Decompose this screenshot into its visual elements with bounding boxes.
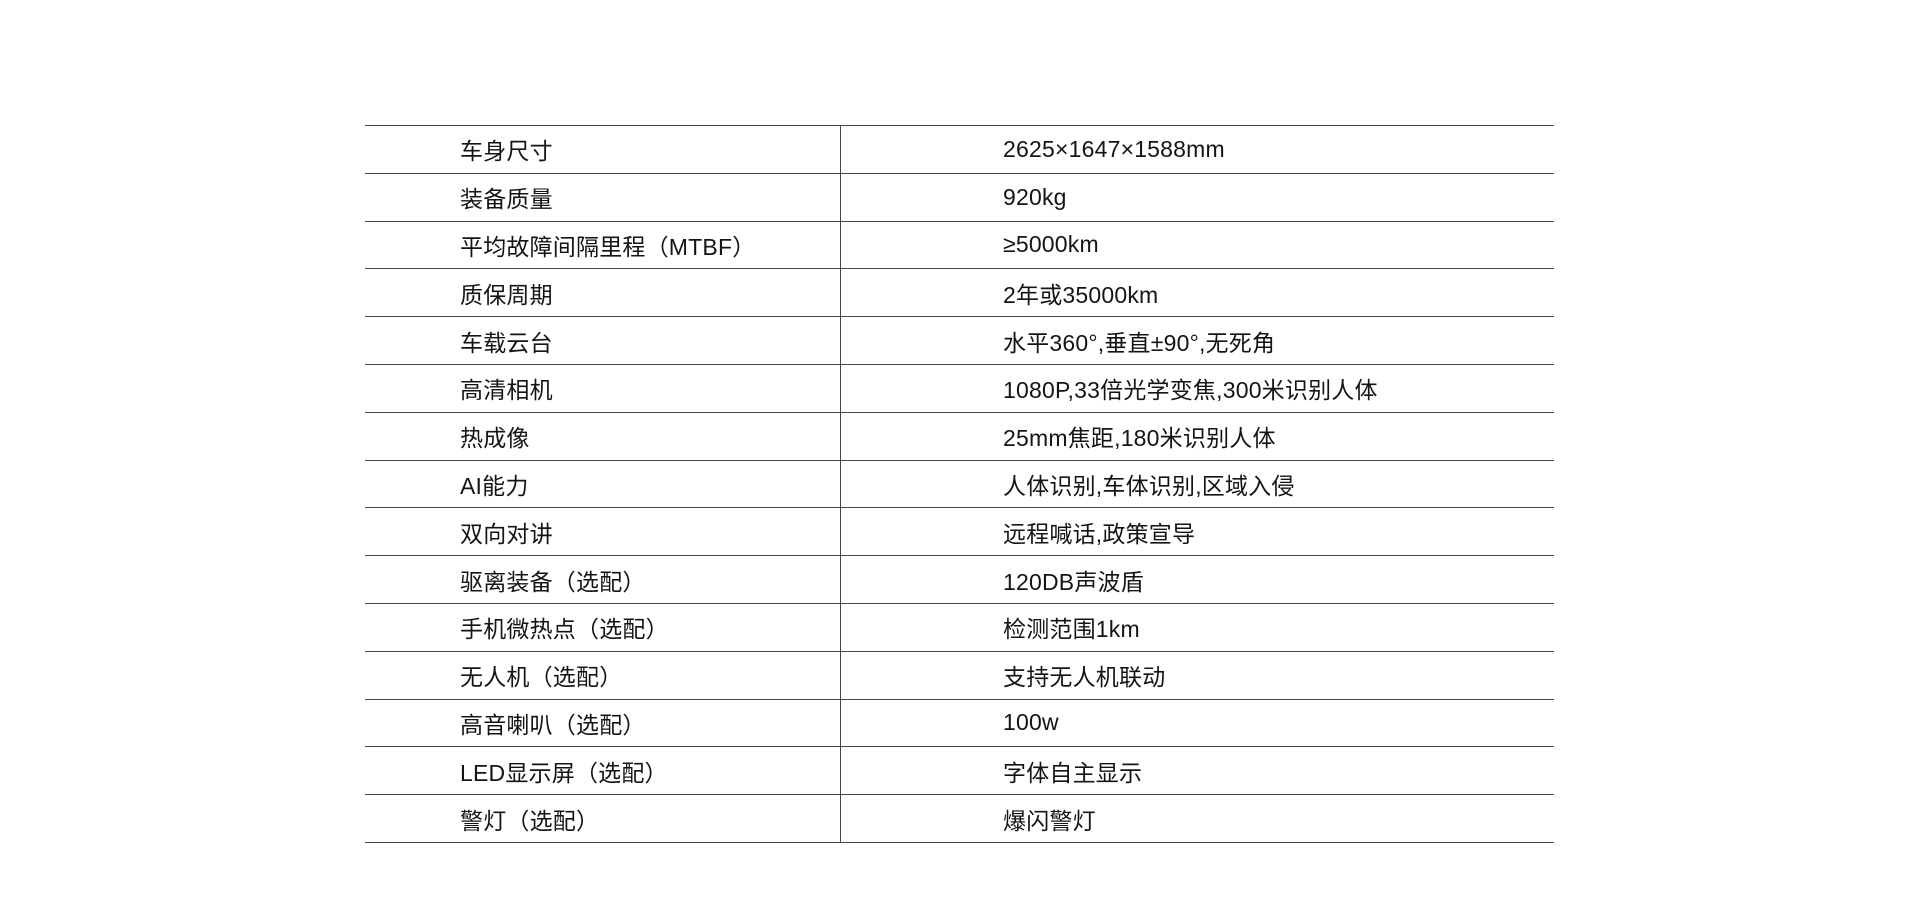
spec-label: 无人机（选配） — [365, 651, 841, 699]
spec-row: 高音喇叭（选配） 100w — [365, 699, 1554, 748]
spec-label: 车载云台 — [365, 317, 841, 364]
spec-label: 热成像 — [365, 412, 841, 460]
spec-value: 远程喊话,政策宣导 — [1003, 520, 1196, 547]
spec-label: 警灯（选配） — [365, 795, 841, 842]
spec-value: 920kg — [1003, 183, 1067, 210]
spec-row: 平均故障间隔里程（MTBF） ≥5000km — [365, 221, 1554, 270]
spec-label: 装备质量 — [365, 173, 841, 221]
spec-label: 高清相机 — [365, 364, 841, 412]
spec-value: 2625×1647×1588mm — [1003, 135, 1225, 162]
spec-row: 警灯（选配） 爆闪警灯 — [365, 795, 1554, 843]
spec-value: 人体识别,车体识别,区域入侵 — [1003, 472, 1295, 499]
spec-table: 车身尺寸 2625×1647×1588mm 装备质量 920kg 平均故障间隔里… — [365, 125, 1554, 843]
spec-label: 驱离装备（选配） — [365, 556, 841, 603]
spec-row: 驱离装备（选配） 120DB声波盾 — [365, 556, 1554, 604]
spec-label: AI能力 — [365, 460, 841, 508]
spec-label: 平均故障间隔里程（MTBF） — [365, 221, 841, 269]
spec-row: 质保周期 2年或35000km — [365, 269, 1554, 318]
spec-value: 爆闪警灯 — [1003, 807, 1096, 834]
spec-value: 检测范围1km — [1003, 616, 1140, 643]
spec-row: 手机微热点（选配） 检测范围1km — [365, 603, 1554, 652]
spec-value: 支持无人机联动 — [1003, 664, 1166, 691]
spec-row: 无人机（选配） 支持无人机联动 — [365, 651, 1554, 700]
spec-row: 车身尺寸 2625×1647×1588mm — [365, 126, 1554, 174]
spec-label: 双向对讲 — [365, 508, 841, 556]
spec-row: LED显示屏（选配） 字体自主显示 — [365, 747, 1554, 796]
spec-value: 1080P,33倍光学变焦,300米识别人体 — [1003, 377, 1378, 404]
spec-label: 质保周期 — [365, 269, 841, 317]
spec-value: 2年或35000km — [1003, 281, 1159, 308]
spec-value: 字体自主显示 — [1003, 759, 1143, 786]
spec-value: 100w — [1003, 709, 1059, 736]
spec-label: 高音喇叭（选配） — [365, 699, 841, 747]
spec-label: 车身尺寸 — [365, 126, 841, 173]
spec-label: LED显示屏（选配） — [365, 747, 841, 795]
spec-value: 25mm焦距,180米识别人体 — [1003, 425, 1276, 452]
spec-row: 装备质量 920kg — [365, 173, 1554, 222]
spec-value: 水平360°,垂直±90°,无死角 — [1003, 329, 1276, 356]
spec-value: ≥5000km — [1003, 231, 1099, 258]
spec-row: 高清相机 1080P,33倍光学变焦,300米识别人体 — [365, 364, 1554, 413]
spec-row: 车载云台 水平360°,垂直±90°,无死角 — [365, 317, 1554, 365]
spec-row: 热成像 25mm焦距,180米识别人体 — [365, 412, 1554, 461]
spec-row: 双向对讲 远程喊话,政策宣导 — [365, 508, 1554, 557]
spec-value: 120DB声波盾 — [1003, 568, 1144, 595]
spec-label: 手机微热点（选配） — [365, 603, 841, 651]
spec-row: AI能力 人体识别,车体识别,区域入侵 — [365, 460, 1554, 509]
